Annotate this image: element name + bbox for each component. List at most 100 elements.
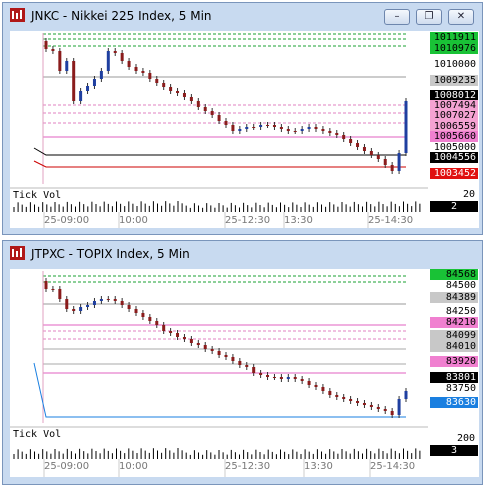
minimize-button[interactable]: – (384, 9, 410, 25)
candle-body (383, 159, 387, 165)
candle-body (106, 51, 110, 71)
candle-body (176, 333, 180, 337)
candlestick-chart[interactable] (10, 31, 428, 228)
support-line (33, 147, 406, 156)
candle-body (224, 121, 228, 125)
price-level-tag: 83630 (430, 397, 478, 408)
support-line (33, 160, 406, 168)
candle-body (169, 87, 173, 91)
candle-body (155, 79, 159, 83)
window-title: JNKC - Nikkei 225 Index, 5 Min (31, 9, 212, 23)
candle-body (58, 51, 62, 71)
tick-vol-label: Tick Vol (13, 190, 62, 201)
window-titlebar[interactable]: JTPXC - TOPIX Index, 5 Min (3, 241, 482, 267)
candle-body (266, 125, 270, 126)
topix-chart-window[interactable]: JTPXC - TOPIX Index, 5 Min Tick Vol 25-0… (2, 240, 483, 485)
candle-body (86, 305, 90, 307)
candlestick-chart[interactable] (10, 269, 428, 477)
candle-body (272, 377, 276, 378)
candle-body (286, 129, 290, 131)
candle-body (279, 127, 283, 129)
time-label: 10:00 (119, 215, 148, 226)
candle-body (99, 71, 103, 79)
candle-body (120, 301, 124, 305)
tick-vol-current: 3 (430, 445, 478, 456)
candle-body (196, 343, 200, 345)
candle-body (314, 385, 318, 387)
candle-body (356, 401, 360, 403)
window-title: JTPXC - TOPIX Index, 5 Min (31, 247, 190, 261)
candle-body (162, 83, 166, 87)
candle-body (44, 281, 48, 289)
candle-body (127, 61, 131, 67)
price-chart-area[interactable]: Tick Vol 25-09:00 10:00 25-12:30 13:30 2… (10, 31, 428, 228)
candle-body (397, 153, 401, 171)
candle-body (376, 155, 380, 159)
candle-body (51, 289, 55, 290)
time-label: 25-12:30 (225, 461, 271, 472)
candle-body (148, 317, 152, 321)
restore-button[interactable]: ❐ (416, 9, 442, 25)
candle-body (245, 365, 249, 367)
candle-body (44, 41, 48, 49)
candle-body (196, 101, 200, 107)
price-level-tag: 83920 (430, 356, 478, 367)
candle-body (286, 377, 290, 379)
candle-body (376, 407, 380, 409)
candle-body (328, 391, 332, 395)
close-button[interactable]: ✕ (448, 9, 474, 25)
time-axis: 25-09:00 10:00 25-12:30 13:30 25-14:30 (10, 461, 428, 473)
candle-body (210, 111, 214, 115)
candle-body (300, 379, 304, 381)
price-chart-area[interactable]: Tick Vol 25-09:00 10:00 25-12:30 13:30 2… (10, 269, 428, 477)
candle-body (369, 405, 373, 407)
price-level-tag: 1011911 (430, 32, 478, 43)
price-level-tag: 1009235 (430, 75, 478, 86)
candle-body (176, 91, 180, 93)
candle-body (134, 309, 138, 313)
window-titlebar[interactable]: JNKC - Nikkei 225 Index, 5 Min – ❐ ✕ (3, 3, 482, 29)
price-level-tag: 84500 (430, 280, 478, 291)
candle-body (307, 381, 311, 385)
candle-body (390, 165, 394, 171)
candle-body (58, 289, 62, 299)
candle-body (390, 411, 394, 415)
time-label: 10:00 (119, 461, 148, 472)
candle-body (349, 399, 353, 401)
app-icon (10, 8, 25, 22)
candle-body (189, 339, 193, 343)
tick-vol-scale: 20 (462, 189, 475, 200)
candle-body (92, 301, 96, 305)
candle-body (383, 409, 387, 411)
candle-body (349, 139, 353, 143)
candle-body (72, 309, 76, 311)
price-level-tag: 83750 (430, 383, 478, 394)
candle-body (79, 307, 83, 311)
price-level-tag: 1005000 (430, 142, 478, 153)
candle-body (189, 97, 193, 101)
candle-body (134, 67, 138, 71)
candle-body (99, 299, 103, 301)
price-axis: 1011911 1010976 1010000 1009235 1008012 10074… (428, 31, 479, 228)
price-level-tag: 1004556 (430, 152, 478, 163)
price-level-tag: 84210 (430, 317, 478, 328)
candle-body (51, 49, 55, 51)
candle-body (65, 61, 69, 71)
price-level-tag: 84010 (430, 341, 478, 352)
candle-body (266, 375, 270, 377)
candle-body (182, 93, 186, 97)
app-icon (10, 246, 25, 260)
candle-body (203, 107, 207, 111)
candle-body (238, 361, 242, 365)
nikkei-chart-window[interactable]: JNKC - Nikkei 225 Index, 5 Min – ❐ ✕ Tic… (2, 2, 483, 235)
candle-body (92, 79, 96, 86)
time-label: 13:30 (284, 215, 313, 226)
candle-body (106, 299, 110, 300)
candle-body (293, 131, 297, 132)
candle-body (210, 349, 214, 351)
candle-body (321, 387, 325, 391)
candle-body (86, 86, 90, 91)
candle-body (127, 305, 131, 309)
candle-body (231, 357, 235, 361)
candle-body (169, 331, 173, 333)
